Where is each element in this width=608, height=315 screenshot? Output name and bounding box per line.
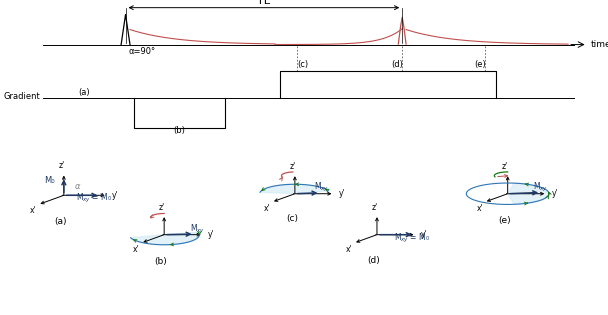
Text: (b): (b) — [173, 126, 185, 135]
Text: α=90°: α=90° — [128, 47, 156, 56]
Text: M$_{xy}$ = M₀: M$_{xy}$ = M₀ — [394, 232, 430, 245]
Text: M$_{xy}$ = M₀: M$_{xy}$ = M₀ — [76, 192, 112, 205]
Text: (e): (e) — [474, 60, 486, 69]
Text: z': z' — [159, 203, 165, 212]
Polygon shape — [131, 232, 199, 245]
Polygon shape — [508, 183, 549, 204]
Text: (d): (d) — [368, 256, 380, 265]
Text: (d): (d) — [391, 60, 403, 69]
Text: z': z' — [289, 162, 295, 171]
Text: x': x' — [264, 203, 270, 213]
Text: α: α — [75, 182, 80, 191]
Text: Gradient: Gradient — [3, 92, 40, 101]
Text: x': x' — [30, 206, 36, 215]
Text: y': y' — [112, 191, 119, 200]
Text: y': y' — [208, 230, 215, 239]
Text: (a): (a) — [78, 88, 90, 97]
Text: (c): (c) — [297, 60, 308, 69]
Text: time: time — [590, 40, 608, 49]
Text: z': z' — [58, 161, 64, 170]
Text: (b): (b) — [155, 257, 167, 266]
Polygon shape — [260, 184, 328, 194]
Text: M₀: M₀ — [44, 176, 55, 185]
Text: (a): (a) — [55, 217, 67, 226]
Text: (c): (c) — [286, 214, 298, 223]
Text: (e): (e) — [499, 216, 511, 225]
Text: y': y' — [551, 189, 558, 198]
Text: M$_{xy}$: M$_{xy}$ — [533, 181, 548, 194]
Text: y': y' — [339, 189, 345, 198]
Text: y': y' — [421, 230, 427, 239]
Text: x': x' — [477, 203, 483, 213]
Text: M$_{xy}$: M$_{xy}$ — [190, 223, 205, 236]
Text: x': x' — [346, 244, 352, 254]
Text: z': z' — [502, 162, 508, 171]
Text: TE: TE — [257, 0, 271, 6]
Text: z': z' — [371, 203, 378, 212]
Text: M$_{xy}$: M$_{xy}$ — [314, 181, 330, 194]
Text: x': x' — [133, 244, 139, 254]
